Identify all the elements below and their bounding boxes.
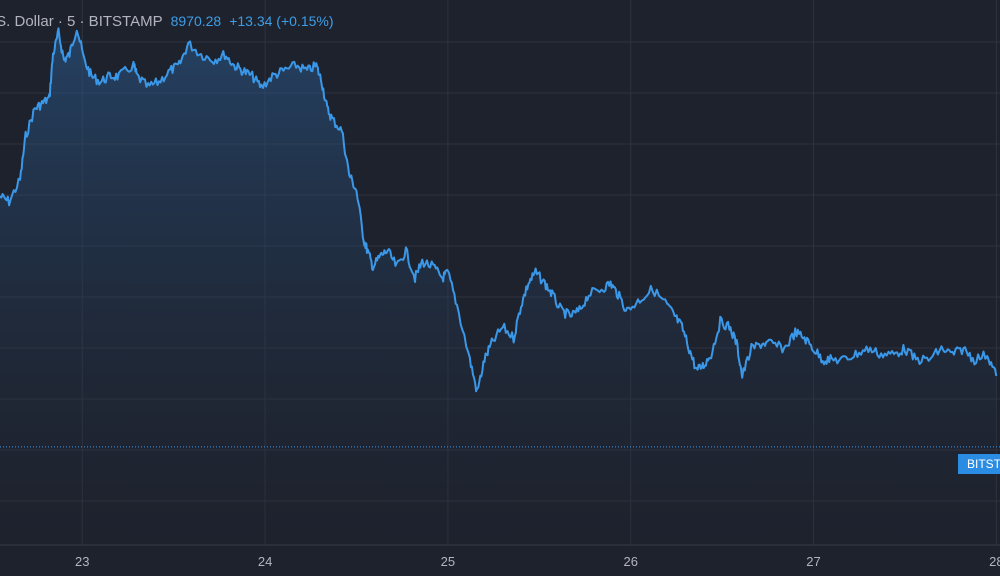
x-tick-label: 28: [989, 554, 1000, 569]
time-axis[interactable]: 23 24 25 26 27 28: [75, 554, 1000, 569]
x-tick-label: 27: [806, 554, 820, 569]
price-scale-badge: BITSTAMP: [958, 454, 1000, 474]
x-tick-label: 25: [441, 554, 455, 569]
x-tick-label: 23: [75, 554, 89, 569]
price-series-line[interactable]: [0, 27, 998, 393]
price-area-fill: [0, 28, 997, 546]
x-tick-label: 26: [623, 554, 637, 569]
symbol-title[interactable]: .S. Dollar · 5 · BITSTAMP: [0, 12, 163, 30]
price-change-value: +13.34 (+0.15%): [229, 13, 334, 29]
last-price-value: 8970.28: [170, 13, 222, 29]
legend-header: .S. Dollar · 5 · BITSTAMP 8970.28 +13.34…: [0, 11, 334, 31]
x-tick-label: 24: [258, 554, 272, 569]
